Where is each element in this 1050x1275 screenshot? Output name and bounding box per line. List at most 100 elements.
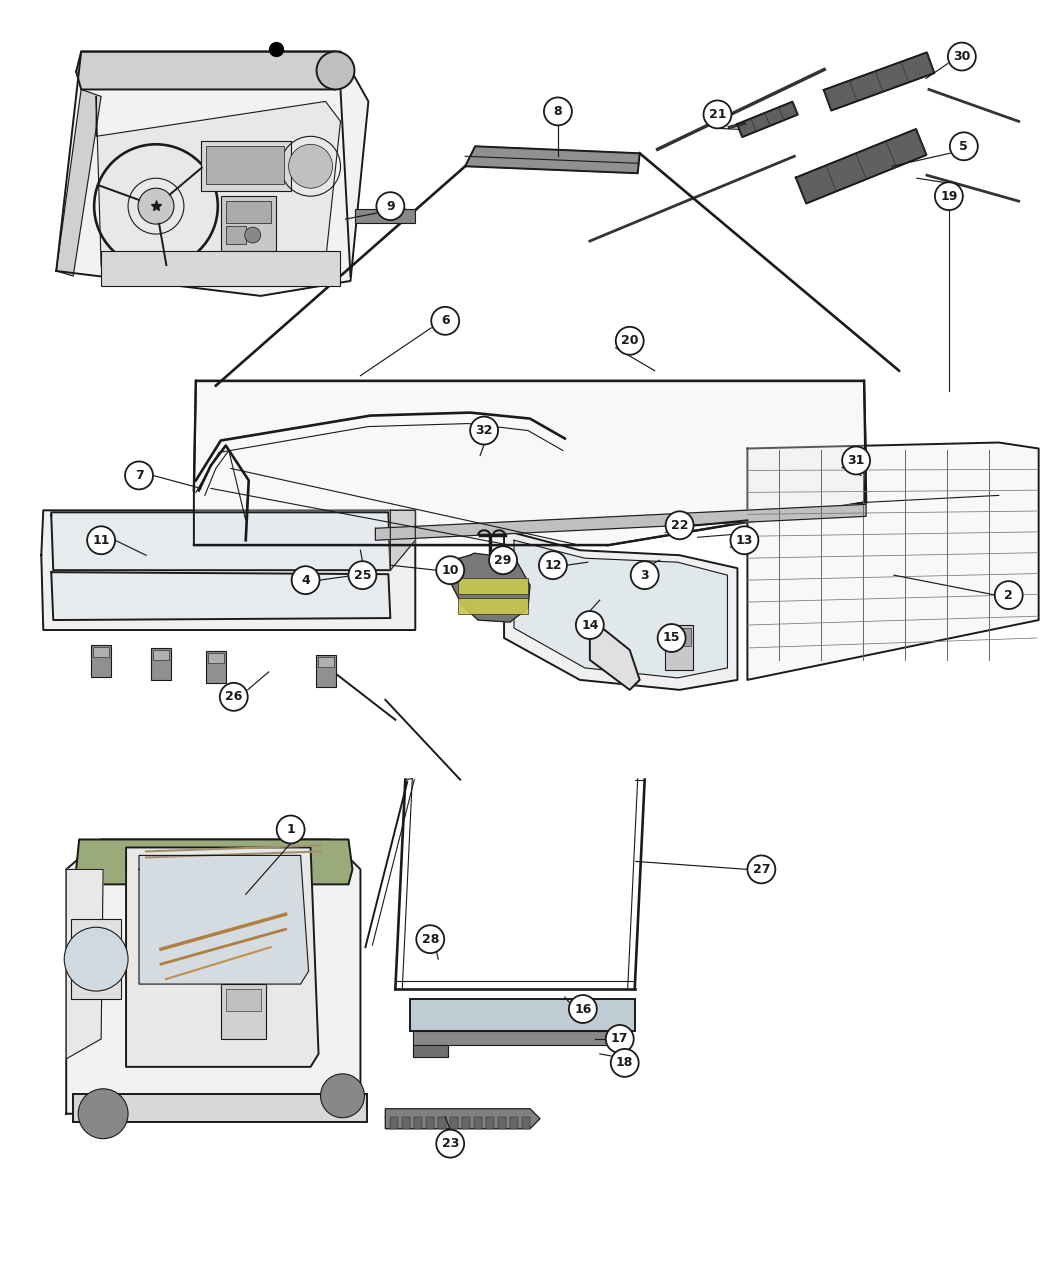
Text: 15: 15	[663, 631, 680, 644]
Circle shape	[539, 551, 567, 579]
Polygon shape	[41, 510, 416, 630]
Bar	[667, 629, 691, 646]
Bar	[522, 1117, 530, 1128]
Bar	[206, 147, 284, 184]
Circle shape	[950, 133, 978, 161]
Circle shape	[292, 566, 319, 594]
Bar	[510, 1117, 518, 1128]
Bar	[486, 1117, 495, 1128]
Circle shape	[606, 1025, 634, 1053]
Text: 10: 10	[441, 564, 459, 576]
Polygon shape	[748, 442, 1038, 680]
Bar	[356, 209, 416, 223]
Circle shape	[432, 307, 459, 335]
Polygon shape	[51, 572, 391, 620]
Text: 21: 21	[709, 108, 727, 121]
Polygon shape	[448, 553, 530, 622]
Circle shape	[569, 994, 596, 1023]
Polygon shape	[590, 618, 639, 690]
Text: 9: 9	[386, 200, 395, 213]
Polygon shape	[51, 513, 391, 570]
Circle shape	[994, 581, 1023, 609]
Polygon shape	[139, 856, 309, 984]
Bar	[226, 989, 260, 1011]
Bar	[220, 196, 276, 251]
Bar	[665, 625, 693, 669]
Bar	[498, 1117, 506, 1128]
Text: 5: 5	[960, 140, 968, 153]
Bar	[101, 251, 340, 286]
Bar	[458, 578, 528, 594]
Bar	[426, 1117, 435, 1128]
Bar	[206, 652, 226, 683]
Bar	[71, 919, 121, 1000]
Bar	[391, 1117, 398, 1128]
Circle shape	[376, 193, 404, 221]
Circle shape	[78, 1089, 128, 1139]
Text: 29: 29	[495, 553, 511, 566]
Text: 14: 14	[581, 618, 598, 631]
Bar	[475, 1117, 482, 1128]
Circle shape	[289, 144, 333, 189]
Circle shape	[657, 623, 686, 652]
Text: 30: 30	[953, 50, 970, 62]
Polygon shape	[514, 541, 728, 678]
Polygon shape	[391, 510, 416, 570]
Bar	[226, 226, 246, 244]
Text: 2: 2	[1005, 589, 1013, 602]
Circle shape	[349, 561, 376, 589]
Bar	[74, 1094, 367, 1122]
Text: 3: 3	[640, 569, 649, 581]
Polygon shape	[66, 870, 103, 1058]
Text: 11: 11	[92, 534, 110, 547]
Polygon shape	[737, 102, 798, 136]
Bar	[317, 657, 334, 667]
Text: 26: 26	[225, 690, 243, 704]
Bar	[226, 201, 271, 223]
Circle shape	[631, 561, 658, 589]
Text: 19: 19	[940, 190, 958, 203]
Polygon shape	[57, 89, 101, 275]
Circle shape	[87, 527, 116, 555]
Text: 7: 7	[134, 469, 144, 482]
Circle shape	[245, 227, 260, 244]
Circle shape	[316, 51, 355, 89]
Circle shape	[219, 683, 248, 710]
Circle shape	[748, 856, 775, 884]
Circle shape	[575, 611, 604, 639]
Bar	[201, 142, 291, 191]
Circle shape	[320, 1074, 364, 1118]
Text: 17: 17	[611, 1033, 629, 1045]
Polygon shape	[97, 97, 340, 266]
Polygon shape	[504, 530, 737, 690]
Text: 8: 8	[553, 105, 562, 117]
Bar	[208, 653, 224, 663]
Polygon shape	[385, 1109, 540, 1128]
Text: 20: 20	[621, 334, 638, 347]
Circle shape	[125, 462, 153, 490]
Text: 23: 23	[441, 1137, 459, 1150]
Text: 12: 12	[544, 558, 562, 571]
Bar	[415, 1117, 422, 1128]
Polygon shape	[376, 505, 866, 541]
Circle shape	[666, 511, 694, 539]
Circle shape	[615, 326, 644, 354]
Circle shape	[436, 556, 464, 584]
Bar	[220, 984, 266, 1039]
Text: 28: 28	[421, 933, 439, 946]
Bar	[414, 1046, 448, 1057]
Bar	[93, 646, 109, 657]
Text: 32: 32	[476, 425, 492, 437]
Text: 27: 27	[753, 863, 770, 876]
Text: 4: 4	[301, 574, 310, 586]
Polygon shape	[824, 52, 934, 111]
Circle shape	[934, 182, 963, 210]
Bar	[462, 1117, 470, 1128]
Circle shape	[544, 97, 572, 125]
Text: 1: 1	[287, 822, 295, 836]
Circle shape	[138, 189, 174, 224]
Bar	[402, 1117, 411, 1128]
Text: 18: 18	[616, 1057, 633, 1070]
Circle shape	[64, 927, 128, 991]
Circle shape	[842, 446, 870, 474]
